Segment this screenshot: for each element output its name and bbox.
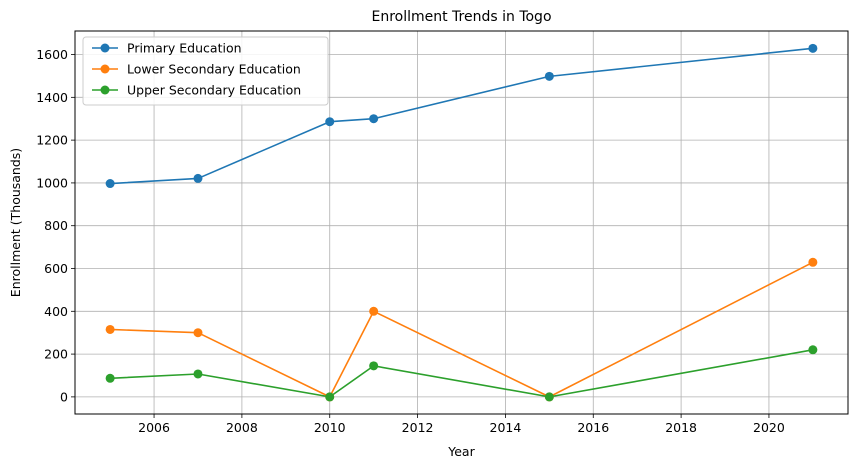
legend-label: Primary Education xyxy=(127,41,242,56)
data-point xyxy=(369,114,379,124)
y-axis-title: Enrollment (Thousands) xyxy=(8,148,23,297)
x-tick-label: 2012 xyxy=(402,420,434,435)
y-tick-label: 600 xyxy=(44,261,68,276)
y-tick-label: 400 xyxy=(44,304,68,319)
x-tick-label: 2014 xyxy=(490,420,522,435)
data-point xyxy=(544,392,554,402)
y-tick-label: 800 xyxy=(44,218,68,233)
data-points xyxy=(105,43,818,402)
x-axis: 2006 2008 2010 2012 2014 2016 2018 2020 xyxy=(138,414,785,435)
legend-label: Upper Secondary Education xyxy=(127,83,301,98)
data-point xyxy=(325,117,335,127)
data-point xyxy=(325,392,335,402)
legend: Primary Education Lower Secondary Educati… xyxy=(82,36,329,106)
x-tick-label: 2008 xyxy=(226,420,258,435)
y-tick-label: 1600 xyxy=(36,47,68,62)
data-point xyxy=(369,361,379,371)
data-point xyxy=(808,257,818,267)
data-point xyxy=(193,173,203,183)
legend-marker xyxy=(100,64,110,74)
series-lines xyxy=(110,47,814,398)
legend-marker xyxy=(100,85,110,95)
data-point xyxy=(544,71,554,81)
series-line-2 xyxy=(110,261,814,398)
y-tick-label: 0 xyxy=(60,389,68,404)
x-axis-title: Year xyxy=(447,444,475,459)
y-tick-label: 1000 xyxy=(36,175,68,190)
y-tick-label: 200 xyxy=(44,347,68,362)
data-point xyxy=(105,324,115,334)
data-point xyxy=(369,306,379,316)
legend-marker xyxy=(100,43,110,53)
data-point xyxy=(193,328,203,338)
chart-title: Enrollment Trends in Togo xyxy=(371,9,551,25)
x-tick-label: 2020 xyxy=(753,420,785,435)
legend-box xyxy=(82,36,329,106)
x-tick-label: 2010 xyxy=(314,420,346,435)
data-point xyxy=(105,179,115,189)
plot-area-frame xyxy=(74,30,849,415)
series-line-1 xyxy=(110,47,813,185)
data-point xyxy=(808,43,818,53)
x-tick-label: 2018 xyxy=(665,420,697,435)
x-tick-label: 2006 xyxy=(138,420,170,435)
x-tick-label: 2016 xyxy=(577,420,609,435)
y-axis: 0 200 400 600 800 1000 1200 1400 1600 xyxy=(36,47,75,404)
data-point xyxy=(105,373,115,383)
y-tick-label: 1200 xyxy=(36,133,68,148)
data-point xyxy=(808,345,818,355)
legend-label: Lower Secondary Education xyxy=(127,62,301,77)
data-point xyxy=(193,369,203,379)
y-tick-label: 1400 xyxy=(36,90,68,105)
series-line-3 xyxy=(110,349,814,398)
